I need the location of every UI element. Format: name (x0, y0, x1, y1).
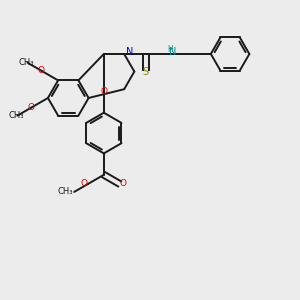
Text: N: N (126, 47, 133, 58)
Text: CH₃: CH₃ (18, 58, 34, 67)
Text: O: O (38, 66, 45, 75)
Text: CH₃: CH₃ (57, 188, 73, 196)
Text: O: O (28, 103, 35, 112)
Text: O: O (119, 179, 126, 188)
Text: H: H (167, 45, 173, 54)
Text: O: O (80, 179, 88, 188)
Text: CH₃: CH₃ (8, 111, 24, 120)
Text: N: N (169, 47, 176, 58)
Text: S: S (142, 68, 148, 77)
Text: O: O (100, 87, 107, 96)
